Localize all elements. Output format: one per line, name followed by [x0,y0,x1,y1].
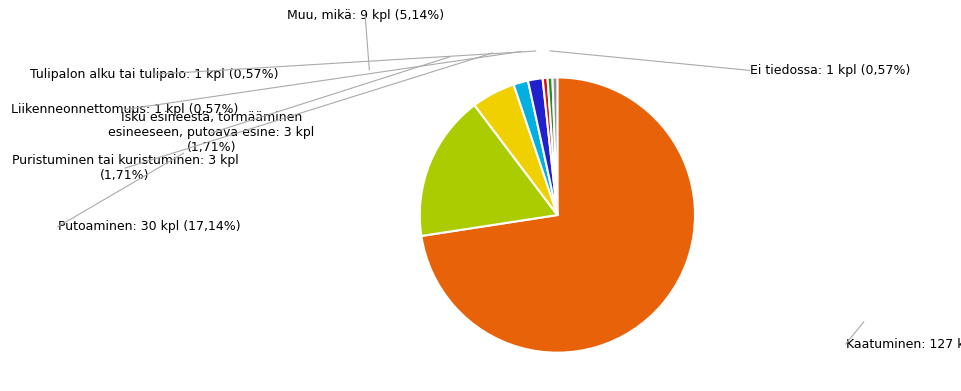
Text: Ei tiedossa: 1 kpl (0,57%): Ei tiedossa: 1 kpl (0,57%) [750,64,910,77]
Text: Kaatuminen: 127 kpl (72,57%): Kaatuminen: 127 kpl (72,57%) [846,337,961,351]
Wedge shape [475,84,557,215]
Text: Liikenneonnettomuus: 1 kpl (0,57%): Liikenneonnettomuus: 1 kpl (0,57%) [12,103,238,116]
Wedge shape [543,78,557,215]
Wedge shape [553,77,557,215]
Wedge shape [420,105,557,236]
Wedge shape [548,77,557,215]
Wedge shape [421,77,695,353]
Text: Isku esineestä, törmääminen
esineeseen, putoava esine: 3 kpl
(1,71%): Isku esineestä, törmääminen esineeseen, … [109,111,314,154]
Text: Tulipalon alku tai tulipalo: 1 kpl (0,57%): Tulipalon alku tai tulipalo: 1 kpl (0,57… [30,68,278,81]
Text: Puristuminen tai kuristuminen: 3 kpl
(1,71%): Puristuminen tai kuristuminen: 3 kpl (1,… [12,154,238,182]
Text: Putoaminen: 30 kpl (17,14%): Putoaminen: 30 kpl (17,14%) [58,220,240,233]
Wedge shape [528,78,557,215]
Wedge shape [514,81,557,215]
Text: Muu, mikä: 9 kpl (5,14%): Muu, mikä: 9 kpl (5,14%) [286,9,444,22]
